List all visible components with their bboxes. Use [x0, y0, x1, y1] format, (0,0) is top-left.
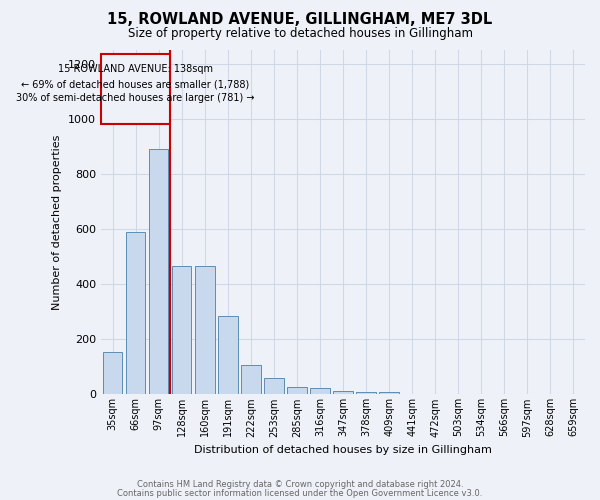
X-axis label: Distribution of detached houses by size in Gillingham: Distribution of detached houses by size … [194, 445, 492, 455]
Bar [264, 378, 284, 394]
Bar [379, 392, 399, 394]
Bar [310, 388, 330, 394]
FancyBboxPatch shape [101, 54, 170, 124]
Bar [149, 149, 169, 394]
Bar [172, 266, 191, 394]
Text: 15 ROWLAND AVENUE: 138sqm: 15 ROWLAND AVENUE: 138sqm [58, 64, 213, 74]
Text: Contains HM Land Registry data © Crown copyright and database right 2024.: Contains HM Land Registry data © Crown c… [137, 480, 463, 489]
Text: 30% of semi-detached houses are larger (781) →: 30% of semi-detached houses are larger (… [16, 93, 255, 103]
Text: Contains public sector information licensed under the Open Government Licence v3: Contains public sector information licen… [118, 488, 482, 498]
Bar [103, 352, 122, 395]
Bar [126, 232, 145, 394]
Text: ← 69% of detached houses are smaller (1,788): ← 69% of detached houses are smaller (1,… [22, 80, 250, 90]
Bar [287, 386, 307, 394]
Text: Size of property relative to detached houses in Gillingham: Size of property relative to detached ho… [128, 28, 473, 40]
Bar [333, 390, 353, 394]
Bar [241, 366, 260, 394]
Bar [356, 392, 376, 394]
Text: 15, ROWLAND AVENUE, GILLINGHAM, ME7 3DL: 15, ROWLAND AVENUE, GILLINGHAM, ME7 3DL [107, 12, 493, 28]
Bar [195, 266, 215, 394]
Bar [218, 316, 238, 394]
Y-axis label: Number of detached properties: Number of detached properties [52, 134, 62, 310]
